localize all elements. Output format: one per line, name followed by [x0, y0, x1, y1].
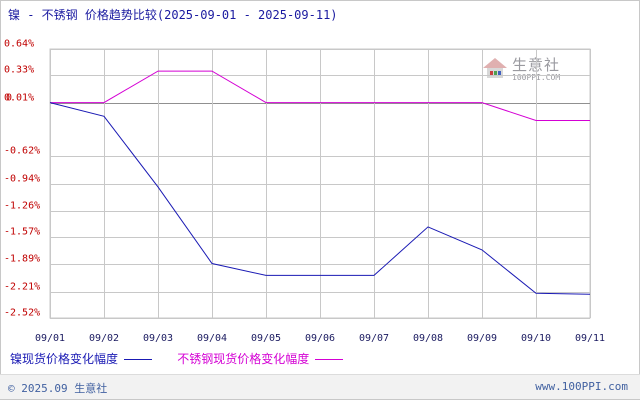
- chart-legend: 镍现货价格变化幅度 不锈钢现货价格变化幅度: [10, 350, 361, 367]
- copyright-text: © 2025.09 生意社: [8, 382, 108, 395]
- legend-swatch-nickel: [124, 359, 153, 360]
- x-tick-label: 09/06: [305, 333, 335, 344]
- y-tick-label: 0.64%: [4, 39, 34, 50]
- series-line-nickel: [49, 102, 591, 295]
- x-tick-label: 09/03: [143, 333, 173, 344]
- x-tick-label: 09/07: [359, 333, 389, 344]
- y-tick-label: -2.52%: [4, 308, 40, 319]
- legend-swatch-stainless: [315, 359, 344, 360]
- footer-bar: © 2025.09 生意社 www.100PPI.com: [0, 374, 640, 399]
- series-line-stainless: [50, 70, 590, 121]
- legend-item-stainless: 不锈钢现货价格变化幅度: [177, 350, 344, 367]
- chart-title: 镍 - 不锈钢 价格趋势比较(2025-09-01 - 2025-09-11): [8, 8, 338, 22]
- x-tick-label: 09/01: [35, 333, 65, 344]
- x-tick-label: 09/08: [413, 333, 443, 344]
- watermark-name: 生意社: [512, 56, 561, 74]
- legend-label-stainless: 不锈钢现货价格变化幅度: [177, 352, 310, 366]
- chart-grid: [49, 48, 591, 319]
- legend-item-nickel: 镍现货价格变化幅度: [10, 350, 153, 367]
- y-tick-label: 0: [6, 93, 12, 104]
- legend-label-nickel: 镍现货价格变化幅度: [10, 352, 119, 366]
- y-tick-label: -1.57%: [4, 227, 40, 238]
- y-tick-label: 0.33%: [4, 65, 34, 76]
- x-tick-label: 09/04: [197, 333, 227, 344]
- house-icon: [483, 58, 507, 78]
- y-tick-label: -2.21%: [4, 282, 40, 293]
- x-tick-label: 09/02: [89, 333, 119, 344]
- y-tick-label: -0.94%: [4, 174, 40, 185]
- x-tick-label: 09/05: [251, 333, 281, 344]
- y-tick-label: -1.89%: [4, 254, 40, 265]
- y-tick-label: 0.01%: [4, 93, 34, 104]
- chart-series: [49, 70, 591, 295]
- y-tick-label: -0.62%: [4, 146, 40, 157]
- x-axis-ticks: 09/01 09/02 09/03 09/04 09/05 09/06 09/07 09/08…: [35, 333, 605, 344]
- x-tick-label: 09/09: [467, 333, 497, 344]
- y-axis-ticks: 0.64% 0.33% 0.01%0 -0.62% -0.94% -1.26% -1.57%…: [4, 39, 40, 319]
- y-tick-label: -1.26%: [4, 201, 40, 212]
- site-link[interactable]: www.100PPI.com: [535, 380, 628, 393]
- x-tick-label: 09/10: [521, 333, 551, 344]
- x-tick-label: 09/11: [575, 333, 605, 344]
